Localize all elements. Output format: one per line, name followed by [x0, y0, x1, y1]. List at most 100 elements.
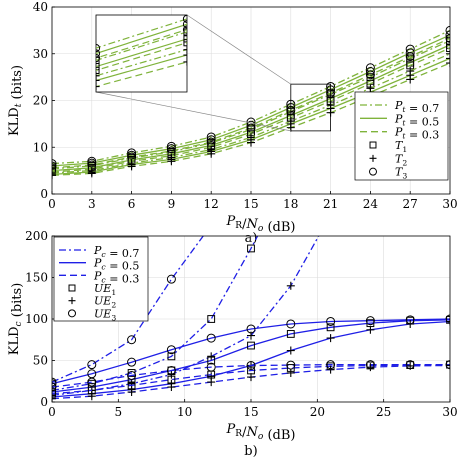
square-marker — [247, 244, 255, 253]
square-marker — [207, 356, 216, 365]
axes-frame — [51, 235, 451, 403]
inset-square-marker — [183, 39, 187, 47]
y-tick-label: 0 — [40, 187, 48, 201]
series-line — [52, 363, 450, 395]
circle-marker — [365, 67, 375, 77]
circle-marker — [206, 132, 216, 142]
inset-circle-marker — [182, 20, 187, 29]
circle-marker — [445, 314, 450, 324]
legend-entry-label: UE1 — [94, 282, 116, 297]
square-marker — [247, 341, 255, 350]
x-tick-label: 10 — [177, 405, 192, 419]
plus-marker — [247, 373, 255, 382]
circle-marker — [246, 324, 256, 334]
plus-marker — [52, 171, 56, 180]
y-tick-label: 30 — [33, 47, 48, 61]
plus-marker — [127, 162, 136, 171]
circle-marker — [166, 345, 176, 355]
legend-entry-label: UE3 — [94, 307, 116, 322]
inset-square-marker — [183, 35, 187, 43]
plus-marker — [286, 368, 295, 377]
square-marker — [127, 375, 136, 384]
legend-entry-label: T3 — [395, 166, 407, 181]
circle-marker — [166, 274, 176, 284]
circle-marker — [127, 335, 137, 345]
plus-marker — [167, 383, 176, 392]
circle-marker — [286, 319, 296, 329]
x-tick-label: 27 — [403, 197, 418, 211]
legend-entry-label: T2 — [395, 152, 407, 167]
plus-marker — [446, 317, 450, 326]
x-tick-label: 9 — [168, 197, 176, 211]
zoom-source-box — [290, 83, 331, 132]
plus-marker — [366, 325, 375, 334]
inset-plus-marker — [96, 76, 100, 85]
x-tick-label: 15 — [243, 197, 258, 211]
y-tick-label: 20 — [33, 94, 48, 108]
chart-panel-a: 0 3 6 9 12 15 18 21 24 27 30 0 10 20 30 40 PR/No (dB) KLD… — [7, 0, 457, 246]
x-tick-label: 0 — [48, 197, 56, 211]
legend-circle-swatch — [68, 309, 76, 318]
series-line — [52, 44, 450, 172]
inset-circle-marker — [182, 15, 187, 23]
legend-entry-label: Pc = 0.3 — [93, 269, 139, 285]
circle-marker — [445, 33, 450, 43]
x-tick-label: 0 — [48, 405, 56, 419]
y-axis-label: KLDt (bits) — [7, 65, 25, 136]
plus-marker — [286, 346, 295, 355]
inset-plus-marker — [183, 58, 187, 66]
circle-marker — [87, 360, 97, 370]
legend-plus-swatch — [68, 297, 76, 305]
y-tick-label: 40 — [33, 0, 48, 14]
circle-marker — [405, 52, 415, 62]
legend-entry-label: Pc = 0.5 — [93, 257, 139, 273]
y-tick-label: 200 — [25, 229, 48, 243]
inset-plus-marker — [96, 72, 100, 80]
inset-square-marker — [96, 63, 100, 71]
inset-plus-marker — [96, 83, 100, 91]
plus-marker — [87, 392, 96, 401]
legend-plus-swatch — [369, 154, 377, 162]
plus-marker — [52, 168, 56, 177]
plus-marker — [247, 138, 255, 147]
x-tick-label: 25 — [376, 405, 391, 419]
circle-marker — [365, 316, 375, 326]
series-line — [52, 319, 450, 393]
square-marker — [446, 36, 450, 45]
inset-circle-marker — [96, 44, 101, 53]
legend-entry-label: UE2 — [94, 295, 116, 310]
legend-entry-label: Pt = 0.7 — [394, 99, 439, 115]
circle-marker — [52, 379, 57, 389]
circle-marker — [166, 365, 176, 375]
circle-marker — [365, 70, 375, 80]
circle-marker — [445, 30, 450, 40]
square-marker — [167, 375, 176, 384]
plus-marker — [207, 149, 216, 158]
y-tick-label: 10 — [33, 140, 48, 154]
inset-plus-marker — [183, 46, 187, 54]
plus-marker — [167, 157, 176, 166]
series-line — [52, 34, 450, 167]
x-tick-label: 5 — [115, 405, 123, 419]
zoom-connector — [186, 14, 291, 85]
plus-marker — [406, 319, 415, 328]
plus-marker — [52, 394, 56, 402]
circle-marker — [52, 382, 57, 392]
plus-marker — [207, 378, 216, 387]
square-marker — [52, 168, 56, 176]
plus-marker — [207, 352, 216, 361]
inset-data — [96, 15, 187, 91]
y-tick-label: 50 — [33, 354, 48, 368]
series-line — [52, 318, 450, 385]
square-marker — [446, 44, 450, 53]
plus-marker — [87, 169, 96, 178]
square-marker — [286, 330, 295, 338]
square-marker — [446, 315, 450, 324]
square-marker — [446, 360, 450, 369]
legend-entry-label: Pc = 0.7 — [93, 244, 139, 260]
plus-marker — [406, 361, 415, 370]
x-tick-label: 3 — [88, 197, 96, 211]
series-line — [52, 236, 204, 383]
square-marker — [326, 323, 335, 332]
